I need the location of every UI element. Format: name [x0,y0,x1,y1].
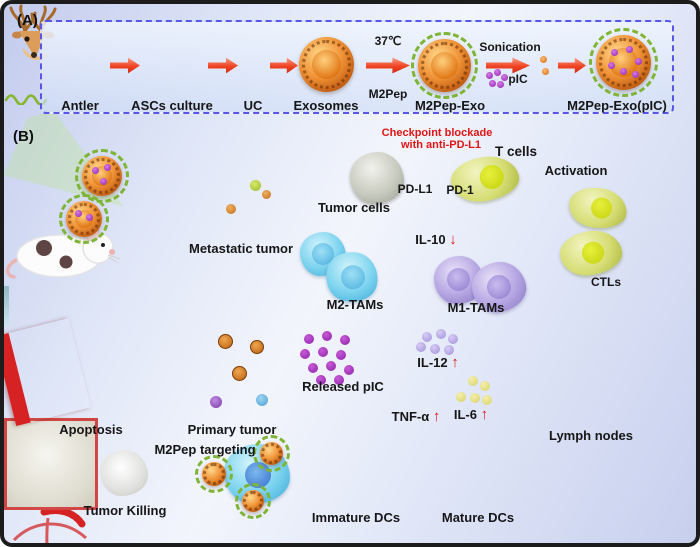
injected-exosome-icon-2 [59,194,109,244]
tumor-cell-sphere [350,152,404,204]
tnfa-label: TNF-α ↑ [392,408,441,425]
dying-tumor-cell [100,450,148,496]
pic-label: pIC [508,72,528,86]
metastatic-tumor-label: Metastatic tumor [188,241,294,256]
targeting-exosome-3 [235,483,271,519]
lymph-nodes-label: Lymph nodes [548,428,634,443]
step-label-m2pep-exo: M2Pep-Exo [414,98,486,113]
pd-l1-label: PD-L1 [397,182,433,196]
il6-up-arrow-icon: ↑ [480,406,489,423]
step-label-m2pep-exo-pic: M2Pep-Exo(pIC) [567,98,667,113]
mature-dcs-label: Mature DCs [441,510,515,525]
m2pep-exo-icon [411,32,478,99]
il12-name: IL-12 [417,355,448,370]
tumor-cells-label: Tumor cells [317,200,391,215]
checkpoint-label-line2: with anti-PD-L1 [400,139,482,151]
tumor-killing-label: Tumor Killing [83,503,167,518]
step-label-uc: UC [243,98,263,113]
temp-label: 37℃ [374,34,402,48]
il12-up-arrow-icon: ↑ [451,354,459,371]
pd-1-label: PD-1 [446,183,474,197]
m2pep-peptide-icon [4,94,48,106]
tnfa-name: TNF-α [391,409,430,424]
m2pep-targeting-label: M2Pep targeting [154,442,256,457]
metastatic-vessel [4,318,91,426]
il6-label: IL-6 ↑ [454,406,488,423]
panel-a-tag: (A) [17,12,38,29]
t-cell [448,152,522,206]
metastatic-vessels [12,507,88,543]
ctl-cell-1 [566,183,630,233]
released-pic-label: Released pIC [302,379,384,394]
il10-label: IL-10 ↓ [415,231,456,248]
activation-label: Activation [544,163,608,178]
m1-tams-label: M1-TAMs [447,300,505,315]
step-label-antler: Antler [61,98,99,113]
syringe-icon [4,286,9,326]
m2-tams-label: M2-TAMs [326,297,384,312]
step-label-exosomes: Exosomes [293,98,359,113]
targeting-exosome-2 [195,455,233,493]
ctl-cell-2 [557,227,625,279]
m2pep-label: M2Pep [368,87,408,101]
il12-label: IL-12 ↑ [417,354,458,371]
t-cells-label: T cells [494,144,538,159]
m2pep-exo-pic-icon [589,28,658,97]
il10-name: IL-10 [415,232,446,247]
il6-name: IL-6 [453,407,477,422]
injected-exosome-icon [75,149,129,203]
metastatic-tumor-mass [4,418,98,510]
sonication-label: Sonication [479,40,541,54]
step-label-ascs: ASCs culture [131,98,213,113]
panel-b-tag: (B) [13,128,34,145]
ctls-label: CTLs [591,275,621,289]
checkpoint-label-line1: Checkpoint blockade [381,127,493,139]
primary-tumor-label: Primary tumor [187,422,277,437]
il10-down-arrow-icon: ↓ [449,231,457,248]
exosome-icon [299,37,354,92]
immature-dcs-label: Immature DCs [311,510,401,525]
apoptosis-label: Apoptosis [59,422,123,437]
targeting-exosome-1 [253,435,290,472]
tnfa-up-arrow-icon: ↑ [432,408,441,425]
